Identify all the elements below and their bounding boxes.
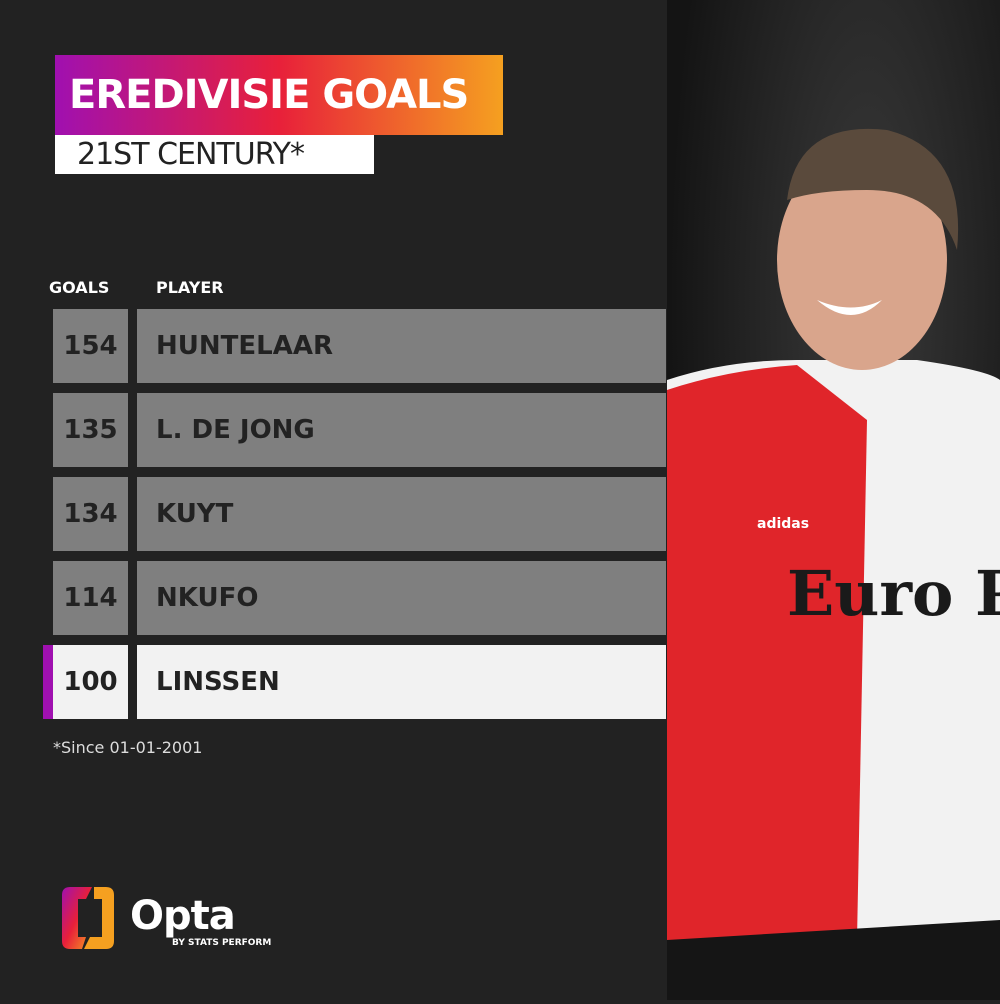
highlight-bar xyxy=(43,645,53,719)
opta-tagline: BY STATS PERFORM xyxy=(172,938,272,948)
goals-cell: 154 xyxy=(53,309,128,383)
player-illustration: Euro Parcs adidas xyxy=(667,128,1000,1000)
header-goals: GOALS xyxy=(49,278,110,297)
player-cell: KUYT xyxy=(137,477,666,551)
player-cell: LINSSEN xyxy=(137,645,666,719)
table-row: 154 HUNTELAAR xyxy=(53,309,666,383)
table-row: 114 NKUFO xyxy=(53,561,666,635)
table-row-highlighted: 100 LINSSEN xyxy=(43,645,666,719)
header-player: PLAYER xyxy=(156,278,224,297)
goals-cell: 100 xyxy=(53,645,128,719)
shirt-brand: adidas xyxy=(757,516,809,532)
subtitle: 21ST CENTURY* xyxy=(55,135,374,174)
table-row: 135 L. DE JONG xyxy=(53,393,666,467)
title: EREDIVISIE GOALS xyxy=(55,55,503,135)
goals-cell: 134 xyxy=(53,477,128,551)
opta-wordmark: Opta xyxy=(130,893,236,939)
shirt-sponsor: Euro Parcs xyxy=(787,557,1000,630)
table-row: 134 KUYT xyxy=(53,477,666,551)
opta-logo-icon xyxy=(62,887,114,949)
player-photo: Euro Parcs adidas xyxy=(667,0,1000,1000)
goals-cell: 114 xyxy=(53,561,128,635)
footnote: *Since 01-01-2001 xyxy=(53,738,203,757)
player-cell: HUNTELAAR xyxy=(137,309,666,383)
player-cell: NKUFO xyxy=(137,561,666,635)
player-cell: L. DE JONG xyxy=(137,393,666,467)
goals-cell: 135 xyxy=(53,393,128,467)
